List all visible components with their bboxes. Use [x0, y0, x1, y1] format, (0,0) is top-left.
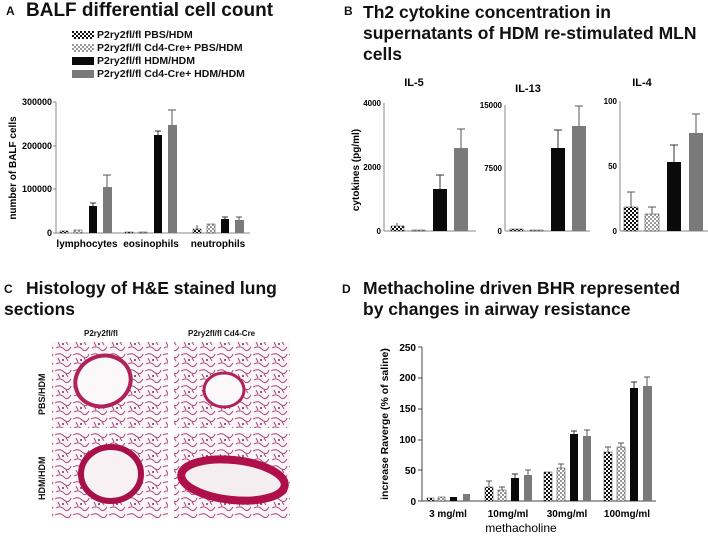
il5-title: IL-5	[404, 77, 424, 89]
legend-item: P2ry2fl/fl Cd4-Cre+ HDM/HDM	[72, 67, 245, 80]
chart-a: number of BALF cells 300000 200000 10000…	[8, 97, 250, 250]
ytick-label: 200000	[22, 141, 52, 151]
panel-b-title-line: cells	[363, 44, 402, 64]
histology-image-pbs-cre	[174, 342, 290, 428]
ytick-label: 50	[608, 162, 617, 171]
solid-black-swatch-icon	[72, 56, 94, 65]
histology-image-pbs-flfl	[52, 342, 168, 428]
checker-light-swatch-icon	[72, 43, 94, 52]
chart-b-ylabel: cytokines (pg/ml)	[351, 129, 362, 211]
ytick-label: 100000	[22, 184, 52, 194]
chart-b: cytokines (pg/ml) IL-5 4000 2000 0 IL-13…	[351, 77, 708, 236]
solid-gray-swatch-icon	[72, 69, 94, 78]
ytick-label: 0	[498, 227, 503, 236]
panel-d-title-line: by changes in airway resistance	[363, 299, 631, 319]
ytick-label: 0	[377, 227, 382, 236]
legend-label: P2ry2fl/fl Cd4-Cre+ PBS/HDM	[97, 41, 243, 54]
chart-d: increase Raverge (% of saline) 250 200 1…	[379, 343, 656, 535]
panel-c-title-line: Histology of H&E stained lung	[26, 278, 277, 298]
ytick-label: 7500	[484, 164, 502, 173]
panel-a-title: BALF differential cell count	[26, 0, 274, 21]
xtick-label: eosinophils	[123, 239, 179, 250]
histology-image-hdm-flfl	[52, 432, 168, 518]
chart-a-ylabel: number of BALF cells	[8, 116, 19, 220]
panel-c-title: Histology of H&E stained lung sections	[4, 278, 277, 320]
panel-c-letter: C	[4, 282, 13, 296]
panel-b-title-line: supernatants of HDM re-stimulated MLN	[363, 23, 697, 43]
ytick-label: 15000	[480, 101, 503, 110]
histology-row-label: HDM/HDM	[37, 456, 47, 501]
ytick-label: 2000	[363, 163, 381, 172]
il4-title: IL-4	[632, 77, 652, 89]
checker-dark-swatch-icon	[72, 30, 94, 39]
ytick-label: 100	[399, 435, 416, 446]
panel-d-title: Methacholine driven BHR represented by c…	[342, 278, 680, 320]
ytick-label: 100	[604, 97, 618, 106]
ytick-label: 150	[399, 404, 416, 415]
legend-item: P2ry2fl/fl Cd4-Cre+ PBS/HDM	[72, 41, 245, 54]
panel-a-letter: A	[6, 4, 15, 18]
il13-title: IL-13	[515, 83, 541, 95]
histology-grid	[52, 342, 290, 518]
ytick-label: 250	[399, 343, 416, 354]
ytick-label: 0	[410, 497, 416, 508]
xtick-label: neutrophils	[191, 239, 246, 250]
legend-item: P2ry2fl/fl PBS/HDM	[72, 28, 245, 41]
histology-col-label: P2ry2fl/fl	[84, 329, 118, 338]
panel-d-letter: D	[342, 282, 351, 296]
ytick-label: 0	[613, 227, 618, 236]
xtick-label: 100mg/ml	[604, 509, 650, 520]
histology-image-hdm-cre	[174, 432, 290, 518]
ytick-label: 0	[47, 228, 52, 238]
panel-c-title-line: sections	[4, 299, 75, 319]
panel-b-title: Th2 cytokine concentration in supernatan…	[363, 2, 697, 65]
ytick-label: 200	[399, 373, 416, 384]
xtick-label: 10mg/ml	[488, 509, 529, 520]
xtick-label: 3 mg/ml	[429, 509, 467, 520]
xtick-label: lymphocytes	[56, 239, 118, 250]
panel-b-letter: B	[344, 4, 353, 18]
legend: P2ry2fl/fl PBS/HDM P2ry2fl/fl Cd4-Cre+ P…	[72, 28, 245, 80]
legend-label: P2ry2fl/fl Cd4-Cre+ HDM/HDM	[97, 67, 245, 80]
histology-col-label: P2ry2fl/fl Cd4-Cre	[188, 329, 256, 338]
ytick-label: 300000	[22, 97, 52, 107]
legend-item: P2ry2fl/fl HDM/HDM	[72, 54, 245, 67]
ytick-label: 50	[405, 466, 417, 477]
histology-row-label: PBS/HDM	[37, 373, 47, 415]
chart-d-xlabel: methacholine	[485, 521, 557, 535]
xtick-label: 30mg/ml	[547, 509, 588, 520]
legend-label: P2ry2fl/fl HDM/HDM	[97, 54, 196, 67]
panel-b-title-line: Th2 cytokine concentration in	[363, 2, 611, 22]
chart-d-ylabel: increase Raverge (% of saline)	[379, 348, 391, 500]
ytick-label: 4000	[363, 99, 381, 108]
panel-d-title-line: Methacholine driven BHR represented	[363, 278, 681, 298]
legend-label: P2ry2fl/fl PBS/HDM	[97, 28, 193, 41]
